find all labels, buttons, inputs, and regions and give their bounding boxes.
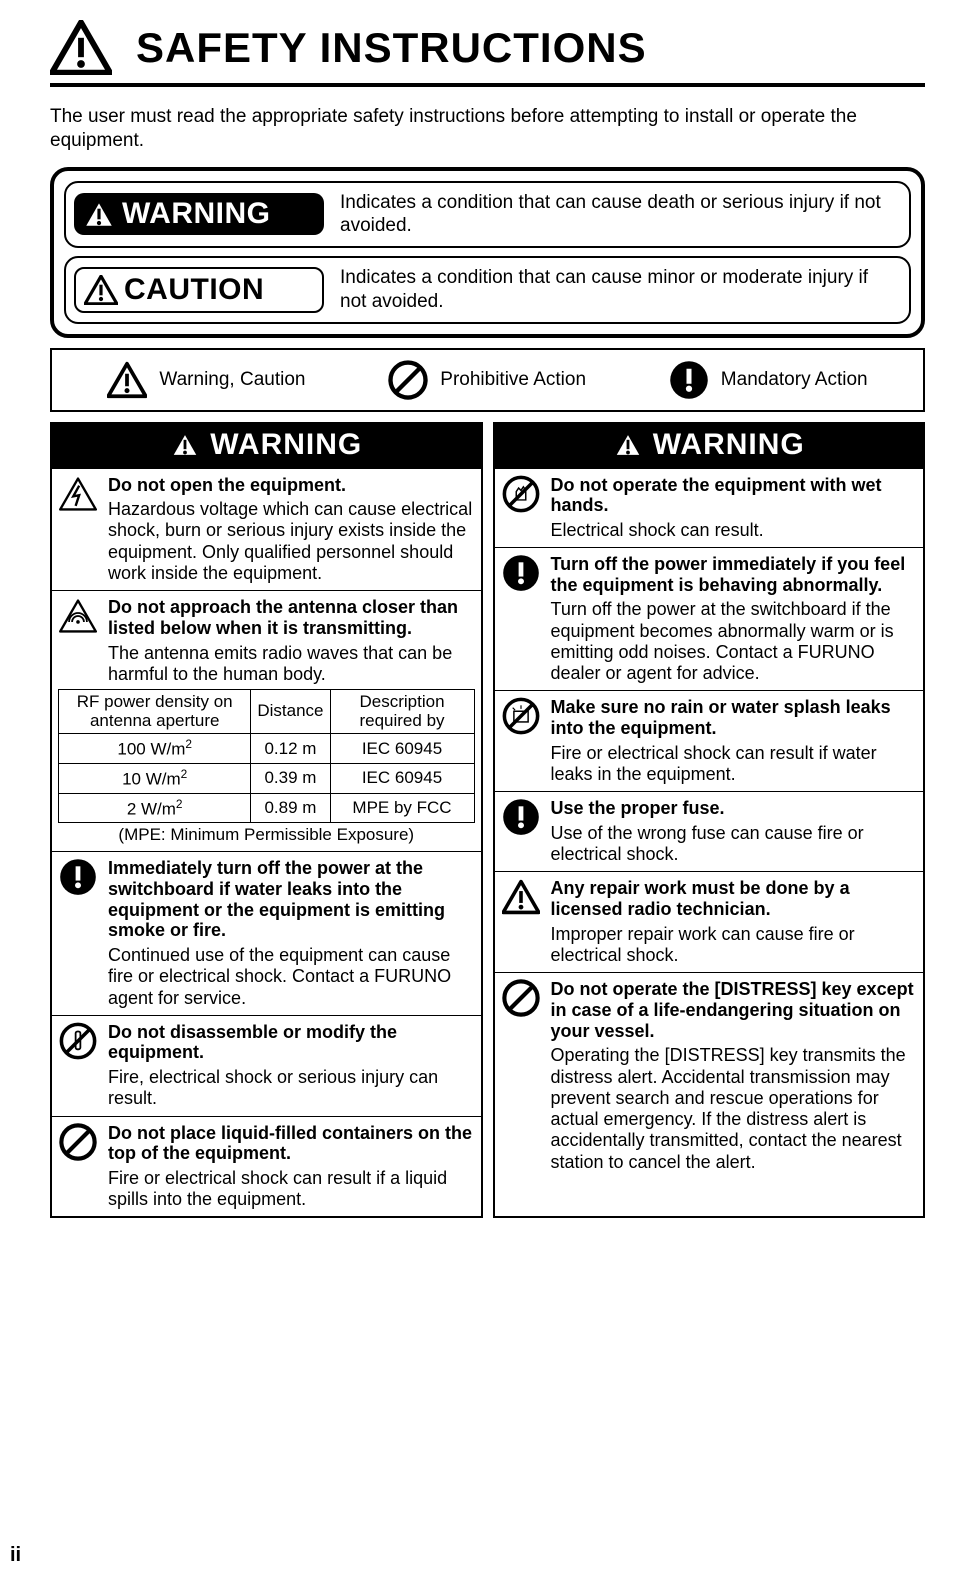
warning-item: Do not operate the equipment with wet ha… (495, 468, 924, 548)
item-title: Turn off the power immediately if you fe… (551, 554, 916, 595)
item-title: Do not operate the [DISTRESS] key except… (551, 979, 916, 1041)
item-title: Any repair work must be done by a licens… (551, 878, 916, 919)
warning-triangle-icon (170, 431, 200, 458)
legend-warning-row: WARNING Indicates a condition that can c… (64, 181, 911, 249)
item-title: Do not disassemble or modify the equipme… (108, 1022, 473, 1063)
rf-th: Description required by (330, 689, 474, 733)
warning-item: Any repair work must be done by a licens… (495, 871, 924, 972)
rf-td: 0.12 m (251, 734, 330, 764)
prohibit-icon (502, 979, 540, 1017)
caution-pill: CAUTION (74, 267, 324, 313)
warning-pill: WARNING (74, 193, 324, 235)
prohibit-icon (388, 360, 428, 400)
warning-triangle-icon (107, 360, 147, 400)
warning-item: Use the proper fuse. Use of the wrong fu… (495, 791, 924, 871)
item-text: Fire or electrical shock can result if a… (108, 1168, 473, 1210)
warning-triangle-icon (613, 431, 643, 458)
item-text: Improper repair work can cause fire or e… (551, 924, 916, 966)
warning-item: Immediately turn off the power at the sw… (52, 851, 481, 1014)
item-text: Operating the [DISTRESS] key transmits t… (551, 1045, 916, 1172)
mandatory-icon (59, 858, 97, 896)
symbol-prohibitive: Prohibitive Action (388, 360, 586, 400)
warning-item: Do not place liquid-filled containers on… (52, 1116, 481, 1217)
right-header-text: WARNING (653, 428, 805, 462)
caution-label: CAUTION (124, 273, 264, 307)
rf-td: 10 W/m2 (59, 764, 251, 794)
warning-item: Do not disassemble or modify the equipme… (52, 1015, 481, 1116)
item-title: Do not approach the antenna closer than … (108, 597, 473, 638)
page-number: ii (10, 1544, 21, 1567)
left-header-text: WARNING (210, 428, 362, 462)
right-column: WARNING Do not operate the equipment wit… (493, 422, 926, 1219)
rf-th: RF power density on antenna aperture (59, 689, 251, 733)
warning-triangle-icon (50, 20, 112, 75)
prohibit-icon (59, 1123, 97, 1161)
intro-text: The user must read the appropriate safet… (50, 105, 925, 153)
rf-td: MPE by FCC (330, 793, 474, 823)
legend-box: WARNING Indicates a condition that can c… (50, 167, 925, 338)
rf-note: (MPE: Minimum Permissible Exposure) (52, 825, 481, 851)
warning-item: Do not open the equipment. Hazardous vol… (52, 468, 481, 591)
rf-td: IEC 60945 (330, 734, 474, 764)
rf-td: 0.89 m (251, 793, 330, 823)
item-title: Make sure no rain or water splash leaks … (551, 697, 916, 738)
item-text: Electrical shock can result. (551, 520, 916, 541)
page-title: SAFETY INSTRUCTIONS (136, 24, 647, 72)
rf-icon (59, 597, 97, 635)
item-title: Do not place liquid-filled containers on… (108, 1123, 473, 1164)
rf-td: 100 W/m2 (59, 734, 251, 764)
right-column-header: WARNING (495, 424, 924, 468)
rf-th: Distance (251, 689, 330, 733)
no-wet-hands-icon (502, 475, 540, 513)
no-disassemble-icon (59, 1022, 97, 1060)
left-column-header: WARNING (52, 424, 481, 468)
caution-desc: Indicates a condition that can cause min… (340, 266, 893, 314)
mandatory-icon (669, 360, 709, 400)
warning-item: Turn off the power immediately if you fe… (495, 547, 924, 690)
item-text: Fire, electrical shock or serious injury… (108, 1067, 473, 1109)
item-text: Use of the wrong fuse can cause fire or … (551, 823, 916, 865)
item-text: Continued use of the equipment can cause… (108, 945, 473, 1009)
item-title: Do not open the equipment. (108, 475, 473, 496)
mandatory-icon (502, 798, 540, 836)
caution-triangle-icon (84, 275, 118, 305)
item-text: Hazardous voltage which can cause electr… (108, 499, 473, 584)
item-title: Use the proper fuse. (551, 798, 916, 819)
item-text: Fire or electrical shock can result if w… (551, 743, 916, 785)
no-splash-icon (502, 697, 540, 735)
warning-triangle-icon (82, 199, 116, 229)
warning-item: Make sure no rain or water splash leaks … (495, 690, 924, 791)
symbol-mandatory: Mandatory Action (669, 360, 868, 400)
item-text: The antenna emits radio waves that can b… (108, 643, 473, 685)
header-rule (50, 83, 925, 87)
symbol-label: Mandatory Action (721, 369, 868, 391)
symbol-warning: Warning, Caution (107, 360, 305, 400)
mandatory-icon (502, 554, 540, 592)
rf-td: 2 W/m2 (59, 793, 251, 823)
page-header: SAFETY INSTRUCTIONS (50, 20, 925, 75)
warning-label: WARNING (122, 197, 271, 231)
symbol-label: Warning, Caution (159, 369, 305, 391)
rf-td: IEC 60945 (330, 764, 474, 794)
warning-triangle-icon (502, 878, 540, 916)
warning-item: Do not operate the [DISTRESS] key except… (495, 972, 924, 1178)
warning-desc: Indicates a condition that can cause dea… (340, 191, 893, 239)
item-text: Turn off the power at the switchboard if… (551, 599, 916, 684)
shock-icon (59, 475, 97, 513)
rf-td: 0.39 m (251, 764, 330, 794)
rf-table: RF power density on antenna aperture Dis… (58, 689, 475, 823)
symbol-label: Prohibitive Action (440, 369, 586, 391)
symbol-legend: Warning, Caution Prohibitive Action Mand… (50, 348, 925, 412)
item-title: Immediately turn off the power at the sw… (108, 858, 473, 941)
left-column: WARNING Do not open the equipment. Hazar… (50, 422, 483, 1219)
item-title: Do not operate the equipment with wet ha… (551, 475, 916, 516)
legend-caution-row: CAUTION Indicates a condition that can c… (64, 256, 911, 324)
